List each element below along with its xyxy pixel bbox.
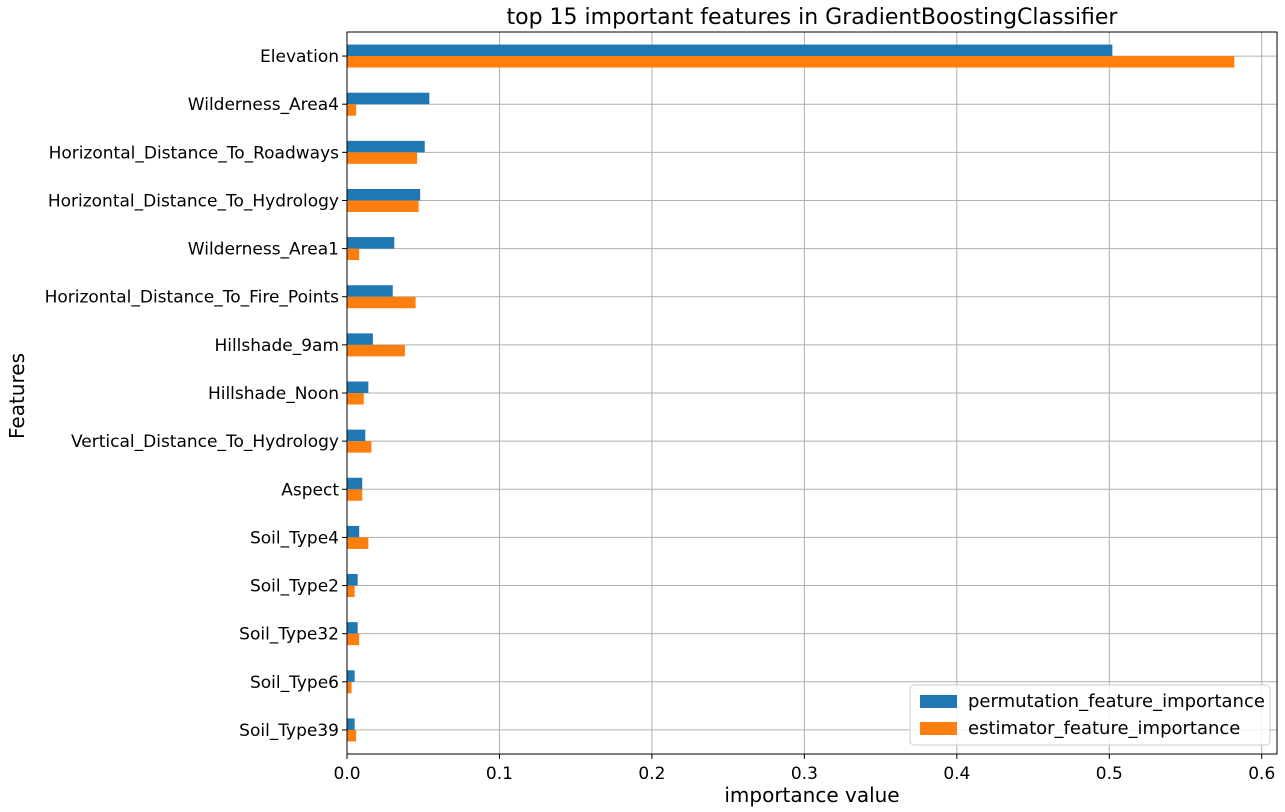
- y-axis-ticks: Elevation Wilderness_Area4 Horizontal_Dist…: [45, 47, 347, 741]
- legend-swatch: [920, 722, 957, 735]
- bar-estimator-feature-importance-aspect: [347, 489, 363, 501]
- y-tick-label: Soil_Type32: [239, 625, 339, 645]
- bar-permutation-feature-importance-horizontal-distance-to-hydrology: [347, 188, 421, 201]
- legend: permutation_feature_importance estimator_…: [909, 684, 1271, 746]
- bar-estimator-feature-importance-horizontal-distance-to-fire-points: [347, 296, 416, 309]
- chart-title: top 15 important features in GradientBoo…: [507, 5, 1119, 30]
- bar-estimator-feature-importance-soil-type4: [347, 537, 369, 549]
- y-tick-label: Horizontal_Distance_To_Fire_Points: [45, 288, 340, 308]
- bar-permutation-feature-importance-hillshade-noon: [347, 381, 369, 393]
- y-tick-label: Wilderness_Area1: [188, 240, 339, 260]
- bar-permutation-feature-importance-vertical-distance-to-hydrology: [347, 429, 366, 442]
- x-tick-label: 0.3: [791, 764, 818, 784]
- x-tick-label: 0.0: [333, 764, 360, 784]
- x-tick-label: 0.5: [1096, 764, 1123, 784]
- bar-permutation-feature-importance-soil-type32: [347, 622, 358, 634]
- bar-permutation-feature-importance-wilderness-area1: [347, 237, 395, 249]
- legend-box: [909, 684, 1271, 746]
- bar-permutation-feature-importance-aspect: [347, 477, 363, 490]
- bar-estimator-feature-importance-elevation: [347, 56, 1235, 68]
- legend-label: permutation_feature_importance: [968, 691, 1265, 712]
- bars: [347, 44, 1235, 742]
- bar-permutation-feature-importance-horizontal-distance-to-roadways: [347, 140, 425, 153]
- bar-permutation-feature-importance-soil-type2: [347, 574, 358, 586]
- bar-estimator-feature-importance-horizontal-distance-to-roadways: [347, 152, 418, 164]
- bar-permutation-feature-importance-hillshade-9am: [347, 333, 373, 345]
- legend-swatch: [920, 695, 957, 708]
- bar-estimator-feature-importance-soil-type32: [347, 633, 360, 646]
- bar-permutation-feature-importance-soil-type6: [347, 670, 355, 682]
- bar-permutation-feature-importance-horizontal-distance-to-fire-points: [347, 285, 393, 297]
- y-tick-label: Wilderness_Area4: [188, 95, 339, 115]
- x-axis-ticks: 0.0 0.1 0.2 0.3 0.4 0.5 0.6: [333, 754, 1275, 784]
- x-tick-label: 0.2: [638, 764, 665, 784]
- grid-lines: [346, 32, 1277, 754]
- bar-permutation-feature-importance-elevation: [347, 44, 1113, 57]
- bar-estimator-feature-importance-hillshade-9am: [347, 344, 405, 357]
- y-tick-label: Vertical_Distance_To_Hydrology: [71, 432, 339, 452]
- legend-label: estimator_feature_importance: [968, 718, 1240, 739]
- bar-permutation-feature-importance-wilderness-area4: [347, 92, 430, 105]
- y-tick-label: Soil_Type2: [250, 577, 339, 597]
- x-tick-label: 0.4: [943, 764, 970, 784]
- bar-estimator-feature-importance-soil-type2: [347, 585, 355, 598]
- x-axis-title: importance value: [724, 783, 899, 807]
- y-tick-label: Soil_Type39: [239, 721, 339, 741]
- y-tick-label: Soil_Type6: [250, 673, 339, 693]
- bar-estimator-feature-importance-vertical-distance-to-hydrology: [347, 441, 372, 453]
- y-tick-label: Elevation: [260, 47, 339, 67]
- x-tick-label: 0.6: [1248, 764, 1275, 784]
- y-tick-label: Soil_Type4: [250, 528, 339, 548]
- y-tick-label: Horizontal_Distance_To_Hydrology: [48, 191, 339, 211]
- bar-estimator-feature-importance-horizontal-distance-to-hydrology: [347, 200, 419, 212]
- y-tick-label: Hillshade_Noon: [208, 384, 339, 404]
- y-tick-label: Hillshade_9am: [214, 336, 339, 356]
- y-tick-label: Aspect: [281, 480, 339, 500]
- bar-estimator-feature-importance-soil-type39: [347, 729, 357, 742]
- bar-estimator-feature-importance-wilderness-area4: [347, 104, 357, 116]
- bar-permutation-feature-importance-soil-type39: [347, 718, 355, 730]
- bar-estimator-feature-importance-hillshade-noon: [347, 393, 364, 405]
- x-tick-label: 0.1: [486, 764, 513, 784]
- y-axis-title: Features: [5, 353, 29, 439]
- bar-estimator-feature-importance-soil-type6: [347, 681, 352, 694]
- y-tick-label: Horizontal_Distance_To_Roadways: [49, 143, 340, 163]
- bar-permutation-feature-importance-soil-type4: [347, 525, 360, 538]
- bar-estimator-feature-importance-wilderness-area1: [347, 248, 360, 261]
